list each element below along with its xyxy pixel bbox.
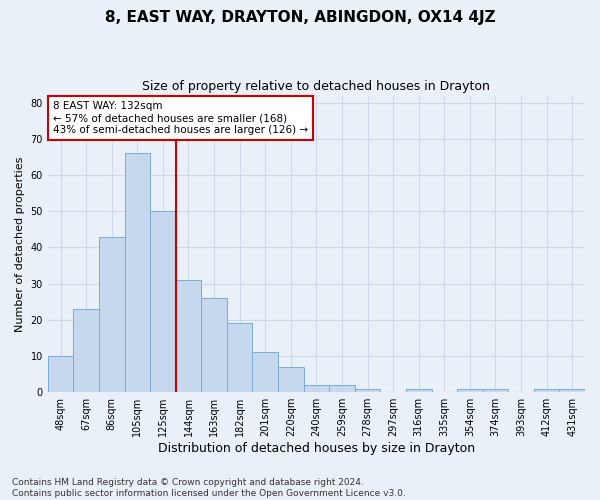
Text: 8 EAST WAY: 132sqm
← 57% of detached houses are smaller (168)
43% of semi-detach: 8 EAST WAY: 132sqm ← 57% of detached hou… (53, 102, 308, 134)
Bar (176, 280, 201, 392)
Bar (329, 385, 355, 392)
Y-axis label: Number of detached properties: Number of detached properties (15, 156, 25, 332)
Bar (99, 236, 125, 392)
Bar (73, 309, 99, 392)
Bar (253, 352, 278, 392)
Bar (457, 388, 482, 392)
Text: 8, EAST WAY, DRAYTON, ABINGDON, OX14 4JZ: 8, EAST WAY, DRAYTON, ABINGDON, OX14 4JZ (104, 10, 496, 25)
Bar (482, 388, 508, 392)
X-axis label: Distribution of detached houses by size in Drayton: Distribution of detached houses by size … (158, 442, 475, 455)
Bar (227, 324, 253, 392)
Text: Contains HM Land Registry data © Crown copyright and database right 2024.
Contai: Contains HM Land Registry data © Crown c… (12, 478, 406, 498)
Bar (125, 154, 150, 392)
Bar (559, 388, 585, 392)
Bar (355, 388, 380, 392)
Bar (150, 212, 176, 392)
Bar (201, 298, 227, 392)
Bar (48, 356, 73, 392)
Bar (278, 367, 304, 392)
Bar (304, 385, 329, 392)
Title: Size of property relative to detached houses in Drayton: Size of property relative to detached ho… (142, 80, 490, 93)
Bar (406, 388, 431, 392)
Bar (534, 388, 559, 392)
